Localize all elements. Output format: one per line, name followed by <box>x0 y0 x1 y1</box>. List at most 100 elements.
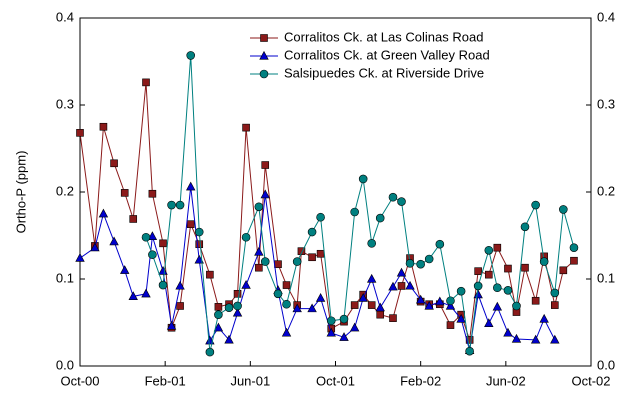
y2-tick-label: 0.3 <box>597 96 615 111</box>
marker <box>424 300 434 310</box>
marker <box>128 291 138 301</box>
marker <box>520 222 530 232</box>
marker <box>445 300 456 310</box>
marker <box>141 232 151 242</box>
marker <box>98 208 109 218</box>
marker <box>375 302 385 312</box>
marker <box>512 301 521 311</box>
marker <box>254 202 264 212</box>
marker <box>569 243 579 252</box>
marker <box>559 266 568 275</box>
x-tick-label: Oct-02 <box>571 373 610 388</box>
marker <box>315 293 326 302</box>
marker <box>224 303 234 313</box>
marker <box>273 289 283 299</box>
marker <box>358 174 368 184</box>
marker <box>415 294 426 304</box>
marker <box>326 316 336 326</box>
x-tick-label: Jun-02 <box>486 373 526 388</box>
marker <box>416 259 425 269</box>
y-tick-label: 0.1 <box>56 270 74 285</box>
marker <box>484 318 494 327</box>
marker <box>206 270 214 279</box>
marker <box>358 293 368 302</box>
legend-label: Corralitos Ck. at Las Colinas Road <box>284 29 483 44</box>
marker <box>389 314 397 322</box>
marker <box>142 78 150 87</box>
marker <box>233 301 242 311</box>
marker <box>339 332 349 341</box>
marker <box>376 310 385 319</box>
marker <box>260 189 270 199</box>
marker <box>261 161 270 169</box>
marker <box>147 231 158 240</box>
marker <box>254 246 264 256</box>
marker <box>435 239 445 249</box>
marker <box>396 267 407 277</box>
marker <box>120 265 130 274</box>
marker <box>493 283 502 293</box>
marker <box>388 281 398 291</box>
marker <box>316 249 325 258</box>
marker <box>120 189 129 197</box>
marker <box>435 296 445 306</box>
x-tick-label: Feb-01 <box>145 373 186 388</box>
x-tick-label: Jun-01 <box>230 373 270 388</box>
y2-tick-label: 0.1 <box>597 270 615 285</box>
x-tick-label: Oct-00 <box>60 373 99 388</box>
marker <box>233 289 242 298</box>
x-tick-label: Oct-01 <box>316 373 355 388</box>
marker <box>493 243 502 252</box>
marker <box>326 327 336 337</box>
marker <box>259 69 269 79</box>
marker <box>465 336 474 344</box>
marker <box>186 51 196 60</box>
marker <box>75 252 85 262</box>
marker <box>539 257 549 266</box>
marker <box>405 259 415 268</box>
marker <box>242 123 250 132</box>
y-tick-label: 0.0 <box>56 357 74 372</box>
marker <box>195 240 204 248</box>
marker <box>397 197 406 206</box>
marker <box>446 296 455 306</box>
marker <box>539 313 549 323</box>
marker <box>521 263 529 272</box>
marker <box>531 296 540 305</box>
marker <box>214 310 223 319</box>
marker <box>456 286 466 296</box>
marker <box>260 257 270 266</box>
marker <box>484 270 493 279</box>
marker <box>110 159 118 168</box>
marker <box>176 302 184 310</box>
marker <box>308 253 316 262</box>
marker <box>292 257 302 266</box>
legend-label: Salsipuedes Ck. at Riverside Drive <box>284 65 484 80</box>
marker <box>484 245 494 255</box>
marker <box>473 281 483 291</box>
marker <box>307 227 317 237</box>
marker <box>503 327 513 337</box>
y-tick-label: 0.2 <box>56 183 74 198</box>
marker <box>551 301 559 309</box>
marker <box>316 212 325 222</box>
series-line <box>79 82 575 341</box>
marker <box>339 314 349 324</box>
marker <box>159 239 167 248</box>
marker <box>186 220 195 228</box>
marker <box>397 282 406 290</box>
marker <box>446 321 455 329</box>
marker <box>186 181 196 191</box>
marker <box>158 266 168 275</box>
marker <box>259 50 269 60</box>
y-tick-label: 0.4 <box>56 9 74 24</box>
marker <box>456 313 466 323</box>
marker <box>473 289 483 299</box>
marker <box>99 122 108 131</box>
marker <box>175 200 185 210</box>
marker <box>76 129 84 137</box>
marker <box>375 213 385 223</box>
marker <box>90 242 100 252</box>
y-axis-label: Ortho-P (ppm) <box>13 151 28 234</box>
marker <box>297 247 306 255</box>
